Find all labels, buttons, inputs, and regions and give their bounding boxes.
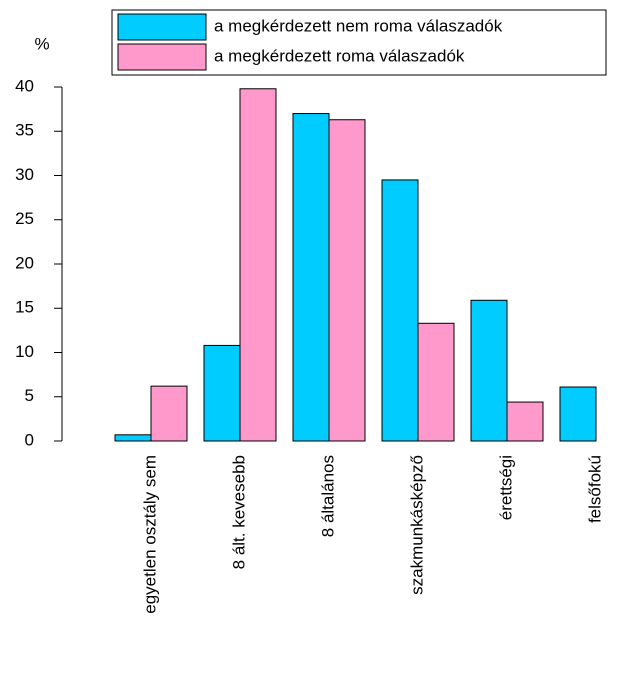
x-tick-label: felsőfokú: [585, 455, 604, 523]
x-tick-label: egyetlen osztály sem: [140, 455, 159, 614]
bar: [292, 113, 330, 442]
x-tick-label: 8 ált. kevesebb: [229, 455, 248, 569]
bar: [470, 299, 508, 442]
y-tick-label: 0: [25, 430, 34, 449]
bar: [559, 386, 597, 442]
bar: [328, 119, 366, 442]
y-axis-label: %: [34, 34, 49, 53]
legend-swatch: [117, 13, 207, 41]
y-tick-label: 30: [15, 165, 34, 184]
bar: [239, 88, 277, 442]
y-tick-label: 25: [15, 209, 34, 228]
legend-swatch: [117, 43, 207, 71]
y-tick-label: 20: [15, 253, 34, 272]
x-tick-label: 8 általános: [318, 455, 337, 537]
legend-label: a megkérdezett nem roma válaszadók: [214, 16, 503, 35]
bar: [506, 401, 544, 442]
y-tick-label: 40: [15, 76, 34, 95]
bar: [203, 344, 241, 442]
bar: [417, 322, 455, 442]
y-tick-label: 15: [15, 298, 34, 317]
legend-label: a megkérdezett roma válaszadók: [214, 46, 465, 65]
y-tick-label: 10: [15, 342, 34, 361]
y-tick-label: 35: [15, 121, 34, 140]
bar: [381, 179, 419, 442]
y-tick-label: 5: [25, 386, 34, 405]
bar: [114, 434, 152, 442]
x-tick-label: szakmunkásképző: [407, 455, 426, 595]
x-tick-label: érettségi: [496, 455, 515, 520]
bar: [150, 385, 188, 442]
